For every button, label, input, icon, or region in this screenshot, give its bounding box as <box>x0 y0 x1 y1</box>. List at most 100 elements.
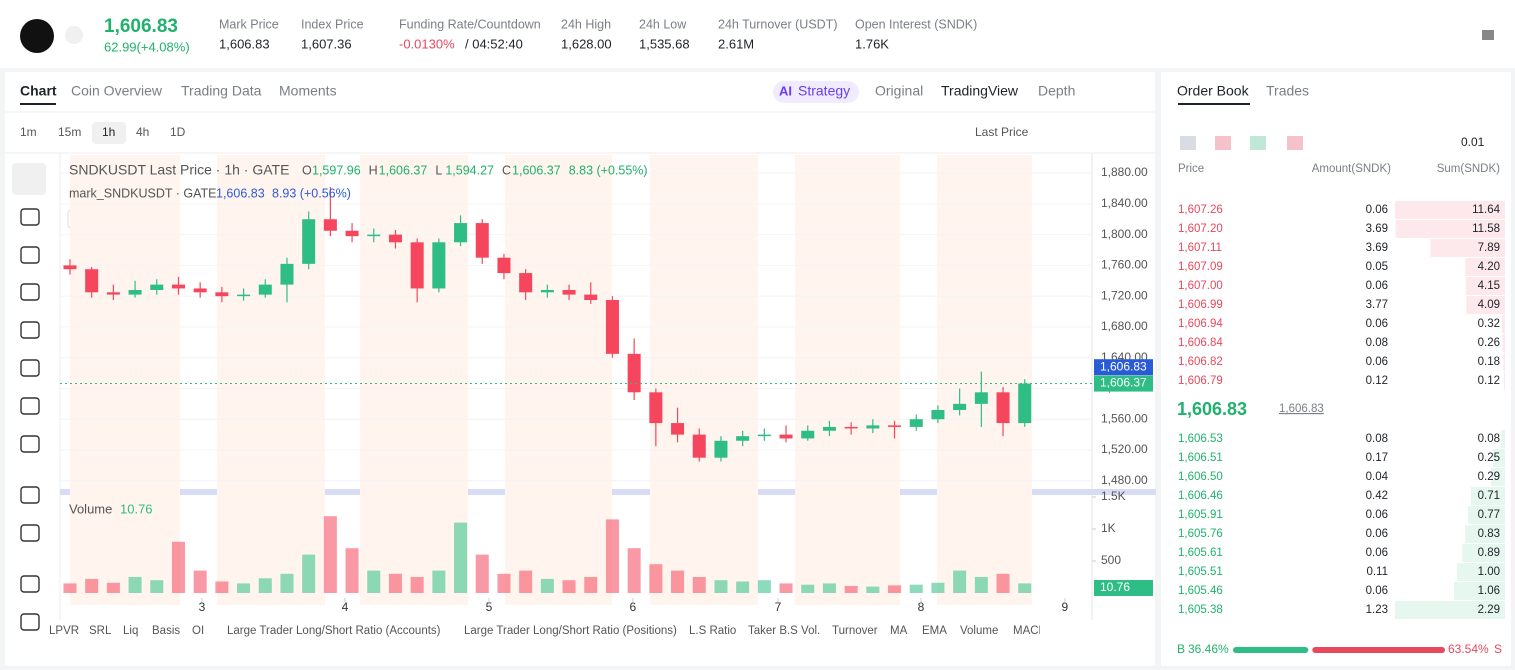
indicator-tab: OI <box>192 625 204 637</box>
ob-layout[interactable] <box>1287 136 1303 150</box>
tool-icon[interactable] <box>20 246 40 264</box>
strategy-pill[interactable] <box>773 81 859 103</box>
candle-body <box>931 410 945 420</box>
tool-icon[interactable] <box>20 613 40 631</box>
view-tab: Original <box>875 83 923 99</box>
depth-bar <box>1395 601 1505 619</box>
ob-amount: 0.08 <box>1366 337 1388 349</box>
legend-title: SNDKUSDT Last Price · 1h · GATE <box>69 162 289 178</box>
ob-sum: 0.08 <box>1478 433 1500 445</box>
tool-icon[interactable] <box>20 524 40 542</box>
depth-bar <box>1491 468 1505 486</box>
coin-logo <box>20 19 54 53</box>
volume-bar <box>280 573 294 593</box>
interval-active[interactable] <box>92 122 126 144</box>
indicator-tab: Taker B.S Vol. <box>748 625 820 637</box>
y-tick-label: 1,720.00 <box>1101 288 1148 302</box>
ob-layout[interactable] <box>1180 136 1196 150</box>
header-bg <box>0 0 1515 68</box>
last-price: 1,606.83 <box>104 16 178 37</box>
candle-body <box>801 430 815 439</box>
ob-price: 1,605.76 <box>1178 528 1223 540</box>
tool-icon[interactable] <box>20 486 40 504</box>
price-change: 62.99(+4.08%) <box>104 39 190 54</box>
tool-icon[interactable] <box>20 283 40 301</box>
ob-amount: 0.42 <box>1366 490 1388 502</box>
indicator-tab: MA <box>890 625 908 637</box>
candle-body <box>649 392 663 424</box>
interval: 1h <box>102 125 115 139</box>
indicator-tab: LPVR <box>49 625 79 637</box>
y-tick-label: 1,520.00 <box>1101 442 1148 456</box>
col-header: Price <box>1178 163 1204 175</box>
ob-price: 1,606.94 <box>1178 318 1223 330</box>
chart-tab: Coin Overview <box>71 83 163 99</box>
candle-body <box>584 294 598 300</box>
ob-sum: 0.26 <box>1478 337 1500 349</box>
depth-bar <box>1501 430 1505 448</box>
indicator-tab: Liq <box>123 625 138 637</box>
ob-amount: 0.06 <box>1366 547 1388 559</box>
tool-icon[interactable] <box>20 575 40 593</box>
price-type: Last Price <box>975 125 1029 139</box>
volume-bar <box>302 554 316 593</box>
volume-bar <box>584 576 598 593</box>
stat-label: 24h Low <box>639 17 687 31</box>
view-tab: Depth <box>1038 83 1075 99</box>
stat-label: Funding Rate/Countdown <box>399 17 541 31</box>
ob-amount: 0.17 <box>1366 452 1388 464</box>
favorite-star[interactable] <box>65 26 83 44</box>
ob-sum: 7.89 <box>1478 242 1500 254</box>
last-price-badge <box>1094 375 1153 392</box>
stat-value: 1,607.36 <box>301 36 352 51</box>
y2-tick-label: 1K <box>1101 521 1116 535</box>
tool-icon[interactable] <box>20 397 40 415</box>
ob-sum: 2.29 <box>1478 604 1500 616</box>
ohlc-key: C <box>502 163 511 177</box>
ob-amount: 0.12 <box>1366 375 1388 387</box>
depth-bar <box>1465 258 1505 276</box>
candle-body <box>302 219 316 264</box>
ohlc-value: 1,606.37 <box>379 163 428 177</box>
volume-bar <box>497 573 511 593</box>
ob-sum: 0.89 <box>1478 547 1500 559</box>
volume-bar <box>931 582 945 593</box>
volume-bar <box>63 583 77 593</box>
ob-amount: 0.06 <box>1366 280 1388 292</box>
volume-bar <box>757 580 771 593</box>
tool-icon[interactable] <box>20 435 40 453</box>
tool-icon[interactable] <box>20 208 40 226</box>
buy-side: B <box>1177 642 1185 656</box>
ob-tab: Order Book <box>1177 83 1250 99</box>
chart-tab: Chart <box>20 83 57 99</box>
ob-layout[interactable] <box>1215 136 1231 150</box>
menu-icon[interactable] <box>1482 30 1494 40</box>
sell-ratio: 63.54% <box>1448 642 1489 656</box>
volume-bar <box>996 573 1010 593</box>
x-tick-label: 6 <box>630 600 637 614</box>
candle-body <box>909 419 923 427</box>
depth-bar <box>1503 353 1505 371</box>
tool-icon[interactable] <box>20 321 40 339</box>
volume-bar <box>974 576 988 593</box>
session-shade <box>650 155 758 605</box>
mark-price-label: 1,606.83 <box>1100 359 1147 373</box>
depth-bar <box>1466 296 1505 314</box>
ob-amount: 3.77 <box>1366 299 1388 311</box>
tool-icon[interactable] <box>20 359 40 377</box>
depth-bar <box>1468 506 1505 524</box>
depth-bar <box>1395 201 1505 219</box>
volume-bar <box>714 580 728 593</box>
ob-layout[interactable] <box>1250 136 1266 150</box>
orderbook-panel <box>1161 72 1511 666</box>
ob-price: 1,606.53 <box>1178 433 1223 445</box>
ob-amount: 3.69 <box>1366 223 1388 235</box>
y-tick-label: 1,880.00 <box>1101 165 1148 179</box>
crosshair-tool[interactable] <box>12 163 46 195</box>
volume-bar <box>801 584 815 593</box>
ob-sum: 4.20 <box>1478 261 1500 273</box>
mid-price: 1,606.83 <box>1177 399 1247 419</box>
candle-body <box>1018 383 1032 424</box>
